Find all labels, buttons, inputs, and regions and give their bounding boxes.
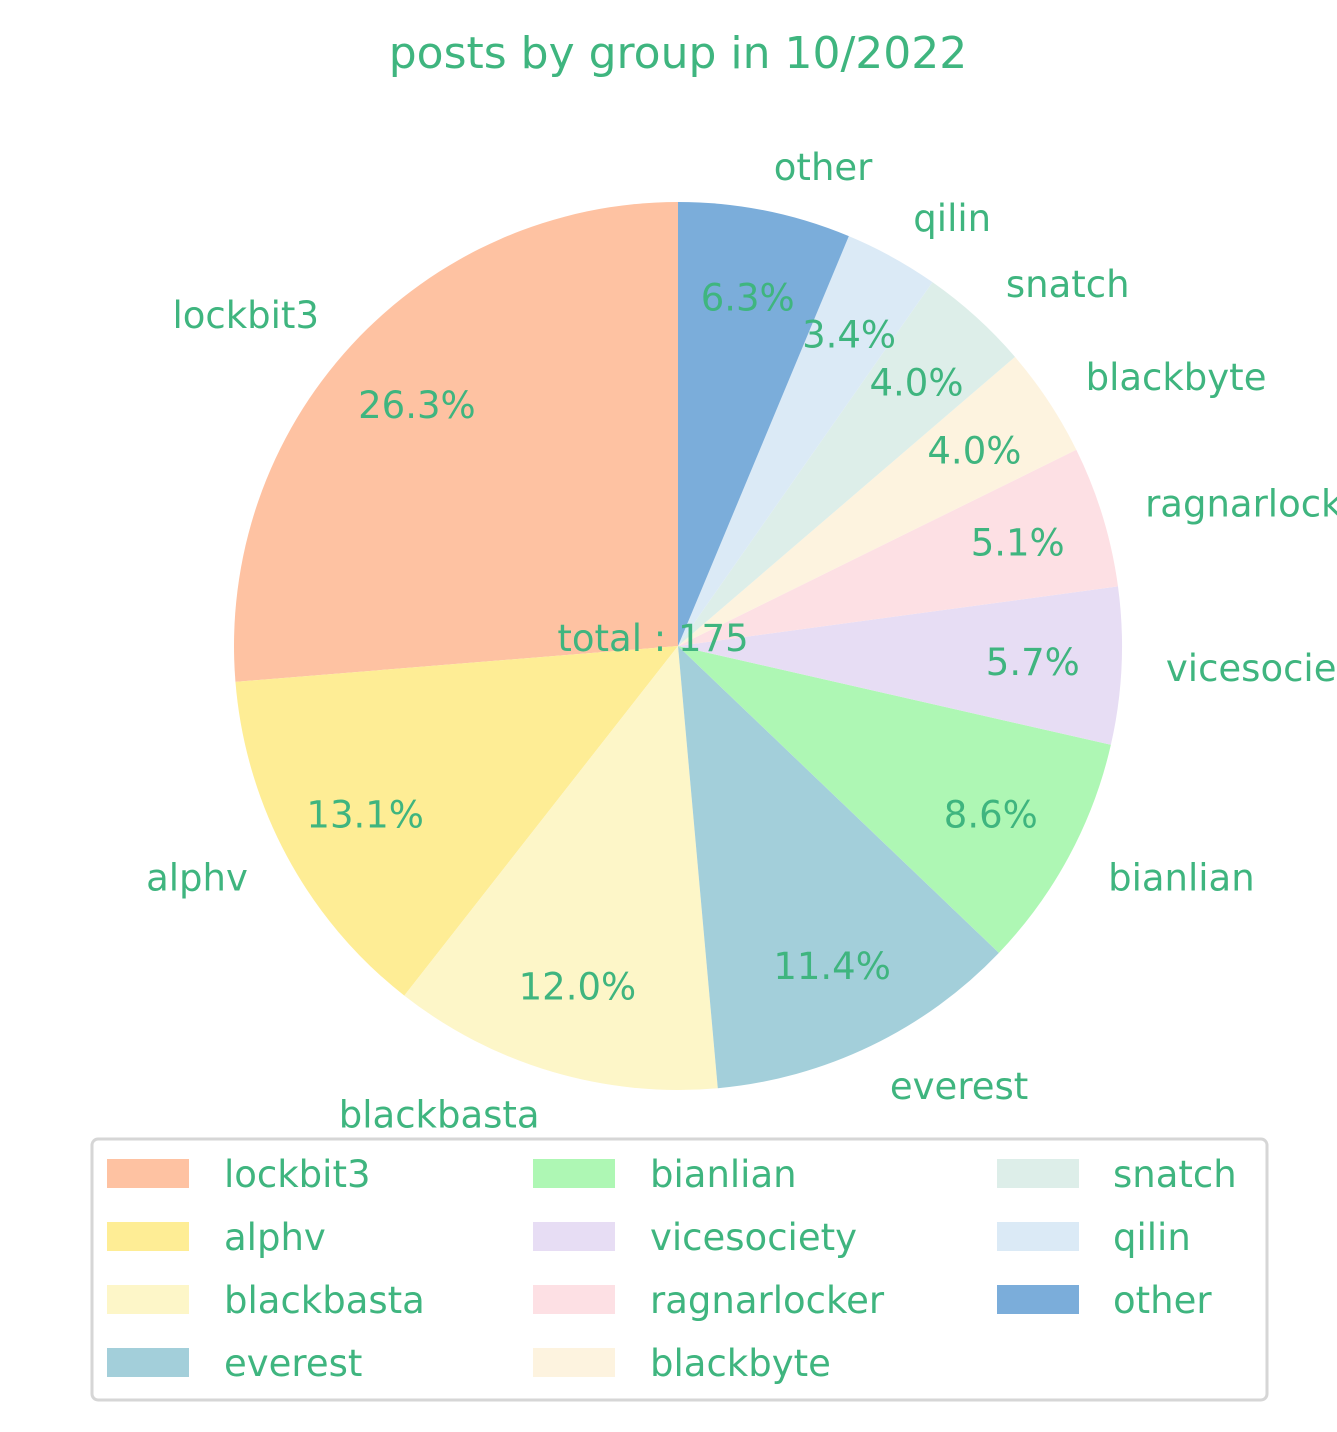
legend-swatch xyxy=(997,1159,1079,1188)
legend-item-blackbasta: blackbasta xyxy=(107,1279,425,1322)
legend-label: blackbyte xyxy=(650,1342,831,1385)
pie-slice-alphv xyxy=(235,646,678,996)
slice-label-other: other xyxy=(774,146,873,189)
pie-slice-ragnarlocker xyxy=(678,449,1118,646)
slice-label-ragnarlocker: ragnarlocker xyxy=(1145,482,1337,525)
legend-swatch xyxy=(533,1159,615,1188)
pie-slice-everest xyxy=(678,646,999,1089)
legend-frame xyxy=(90,1137,1269,1402)
legend-label: qilin xyxy=(1113,1216,1191,1259)
legend-label: ragnarlocker xyxy=(650,1279,885,1322)
legend-label: blackbasta xyxy=(224,1279,425,1322)
legend-swatch xyxy=(107,1159,189,1188)
slice-label-snatch: snatch xyxy=(1006,263,1130,306)
legend-item-lockbit3: lockbit3 xyxy=(107,1153,371,1196)
pct-label-everest: 11.4% xyxy=(773,945,891,988)
legend-item-blackbyte: blackbyte xyxy=(533,1342,831,1385)
chart-title: posts by group in 10/2022 xyxy=(389,28,968,79)
pie-slice-blackbyte xyxy=(678,356,1077,646)
slice-label-blackbasta: blackbasta xyxy=(339,1093,540,1136)
legend-item-bianlian: bianlian xyxy=(533,1153,797,1196)
slice-label-bianlian: bianlian xyxy=(1108,856,1255,899)
percentage-labels: 26.3% 13.1% 12.0% 11.4% 8.6% 5.7% 5.1% 4.0% 4.0%… xyxy=(306,277,1079,1009)
slice-label-blackbyte: blackbyte xyxy=(1086,356,1267,399)
pct-label-blackbasta: 12.0% xyxy=(519,966,637,1009)
legend-item-everest: everest xyxy=(107,1342,362,1385)
legend-swatch xyxy=(107,1222,189,1251)
legend: lockbit3 alphv blackbasta everest bianlian vi… xyxy=(90,1137,1269,1402)
pie-slice-snatch xyxy=(678,282,1015,646)
legend-label: everest xyxy=(224,1342,362,1385)
legend-item-qilin: qilin xyxy=(997,1216,1191,1259)
legend-item-alphv: alphv xyxy=(107,1216,326,1259)
pie-slice-other xyxy=(678,202,849,646)
pie-slices xyxy=(234,202,1122,1090)
slice-label-lockbit3: lockbit3 xyxy=(172,294,319,337)
pct-label-blackbyte: 4.0% xyxy=(927,429,1021,472)
legend-swatch xyxy=(533,1348,615,1377)
legend-label: other xyxy=(1113,1279,1212,1322)
legend-label: lockbit3 xyxy=(224,1153,371,1196)
slice-label-vicesociety: vicesociety xyxy=(1166,647,1337,690)
legend-item-vicesociety: vicesociety xyxy=(533,1216,857,1259)
legend-item-other: other xyxy=(997,1279,1212,1322)
legend-swatch xyxy=(533,1285,615,1314)
pct-label-other: 6.3% xyxy=(701,277,795,320)
pct-label-lockbit3: 26.3% xyxy=(358,384,476,427)
legend-swatch xyxy=(107,1348,189,1377)
pct-label-vicesociety: 5.7% xyxy=(986,641,1080,684)
legend-label: bianlian xyxy=(650,1153,797,1196)
legend-item-ragnarlocker: ragnarlocker xyxy=(533,1279,885,1322)
pct-label-bianlian: 8.6% xyxy=(944,793,1038,836)
pct-label-alphv: 13.1% xyxy=(306,793,424,836)
slice-label-qilin: qilin xyxy=(913,197,991,240)
pie-slice-lockbit3 xyxy=(234,202,679,682)
pct-label-qilin: 3.4% xyxy=(802,314,896,357)
legend-swatch xyxy=(107,1285,189,1314)
pct-label-snatch: 4.0% xyxy=(870,362,964,405)
pie-slice-bianlian xyxy=(678,646,1111,953)
legend-label: vicesociety xyxy=(650,1216,857,1259)
pie-slice-qilin xyxy=(678,236,933,646)
pct-label-ragnarlocker: 5.1% xyxy=(971,521,1065,564)
legend-label: alphv xyxy=(224,1216,326,1259)
pie-slice-vicesociety xyxy=(678,586,1122,745)
slice-label-alphv: alphv xyxy=(146,856,248,899)
legend-swatch xyxy=(533,1222,615,1251)
legend-swatch xyxy=(997,1222,1079,1251)
slice-name-labels: lockbit3 alphv blackbasta everest bianlian vi… xyxy=(146,146,1337,1136)
pie-slice-blackbasta xyxy=(404,646,718,1090)
legend-item-snatch: snatch xyxy=(997,1153,1237,1196)
slice-label-everest: everest xyxy=(890,1065,1028,1108)
legend-label: snatch xyxy=(1113,1153,1237,1196)
total-label: total : 175 xyxy=(557,617,748,660)
legend-swatch xyxy=(997,1285,1079,1314)
